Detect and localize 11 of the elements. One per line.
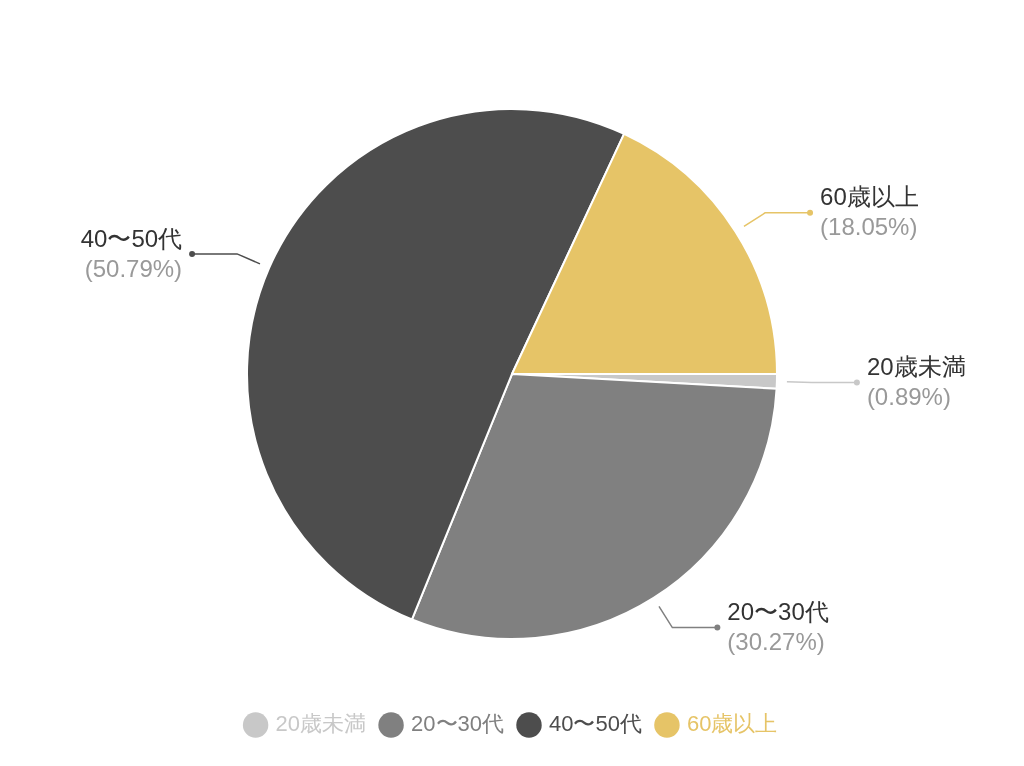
legend-label: 20歳未満: [866, 353, 966, 381]
legend-label: 60歳以上: [820, 183, 919, 211]
slice-label: 40〜50代: [80, 224, 183, 252]
category-label: 20〜30代: [411, 711, 505, 737]
data-label: (50.79%): [84, 254, 183, 282]
data-label: (30.27%): [727, 628, 825, 656]
data-label: (0.89%): [866, 383, 951, 411]
legend-label: 40〜50代: [549, 711, 642, 737]
data-label: (18.05%): [820, 213, 918, 241]
category-label: 60歳以上: [686, 711, 778, 737]
legend-label: 20〜30代: [727, 598, 829, 626]
